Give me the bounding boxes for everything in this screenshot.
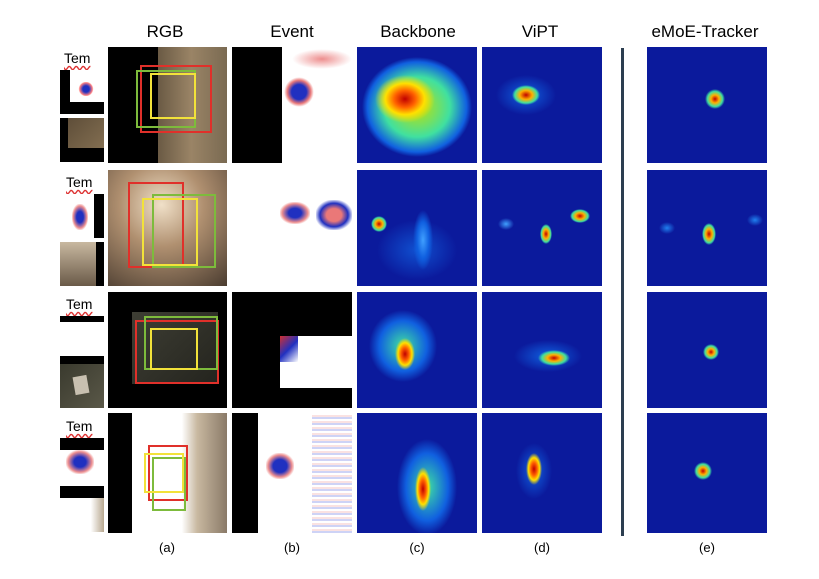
heatmap-emoe [647,47,767,163]
event-frame [232,47,352,163]
header-rgb: RGB [146,22,184,41]
template-event-thumb [60,316,104,322]
heatmap-vipt [482,47,602,163]
rgb-frame [108,170,227,286]
heatmap-backbone [357,413,477,533]
caption-d: (d) [534,540,550,555]
column-separator [621,48,624,536]
box-red [148,445,188,501]
header-vipt: ViPT [521,22,559,41]
template-label: Tem [66,418,93,434]
template-rgb-thumb [60,356,104,408]
rgb-frame [108,47,227,163]
header-event: Event [270,22,314,41]
event-frame [232,292,352,408]
heatmap-backbone [357,170,477,286]
template-label: Tem [64,50,91,66]
heatmap-vipt [482,170,602,286]
template-label: Tem [66,174,93,190]
rgb-frame [108,292,227,408]
heatmap-backbone [357,47,477,163]
heatmap-emoe [647,413,767,533]
rgb-frame [108,413,227,533]
box-red [140,65,212,133]
event-frame [232,170,352,286]
template-rgb-thumb [60,242,104,286]
template-event-thumb [60,438,104,498]
template-event-thumb [60,194,104,238]
template-rgb-thumb [60,118,104,162]
box-green [152,194,216,268]
box-yellow [144,453,184,493]
box-green [152,457,186,511]
box-yellow [150,328,198,370]
template-label: Tem [66,296,93,312]
template-event-thumb [60,70,104,114]
heatmap-emoe [647,292,767,408]
template-rgb-thumb [60,498,104,532]
heatmap-backbone [357,292,477,408]
box-yellow [142,198,198,266]
heatmap-emoe [647,170,767,286]
caption-a: (a) [159,540,175,555]
event-frame [232,413,352,533]
header-emoe: eMoE-Tracker [651,22,759,41]
caption-e: (e) [699,540,715,555]
box-yellow [150,73,196,119]
caption-c: (c) [409,540,425,555]
header-backbone: Backbone [380,22,456,41]
box-red [135,320,219,384]
heatmap-vipt [482,292,602,408]
caption-b: (b) [284,540,300,555]
heatmap-vipt [482,413,602,533]
